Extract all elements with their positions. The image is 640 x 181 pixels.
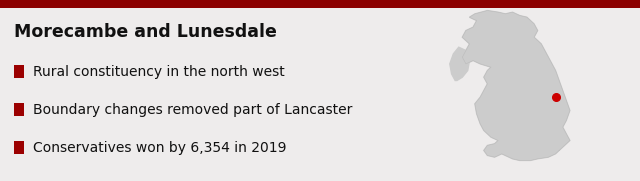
Bar [14, 141, 24, 154]
Text: Boundary changes removed part of Lancaster: Boundary changes removed part of Lancast… [33, 103, 353, 117]
Bar [0, 0, 640, 8]
Bar [14, 103, 24, 116]
Polygon shape [462, 10, 570, 160]
Bar [14, 65, 24, 78]
Text: Conservatives won by 6,354 in 2019: Conservatives won by 6,354 in 2019 [33, 141, 287, 155]
Polygon shape [450, 47, 470, 81]
Text: Rural constituency in the north west: Rural constituency in the north west [33, 65, 285, 79]
Text: Morecambe and Lunesdale: Morecambe and Lunesdale [14, 23, 277, 41]
